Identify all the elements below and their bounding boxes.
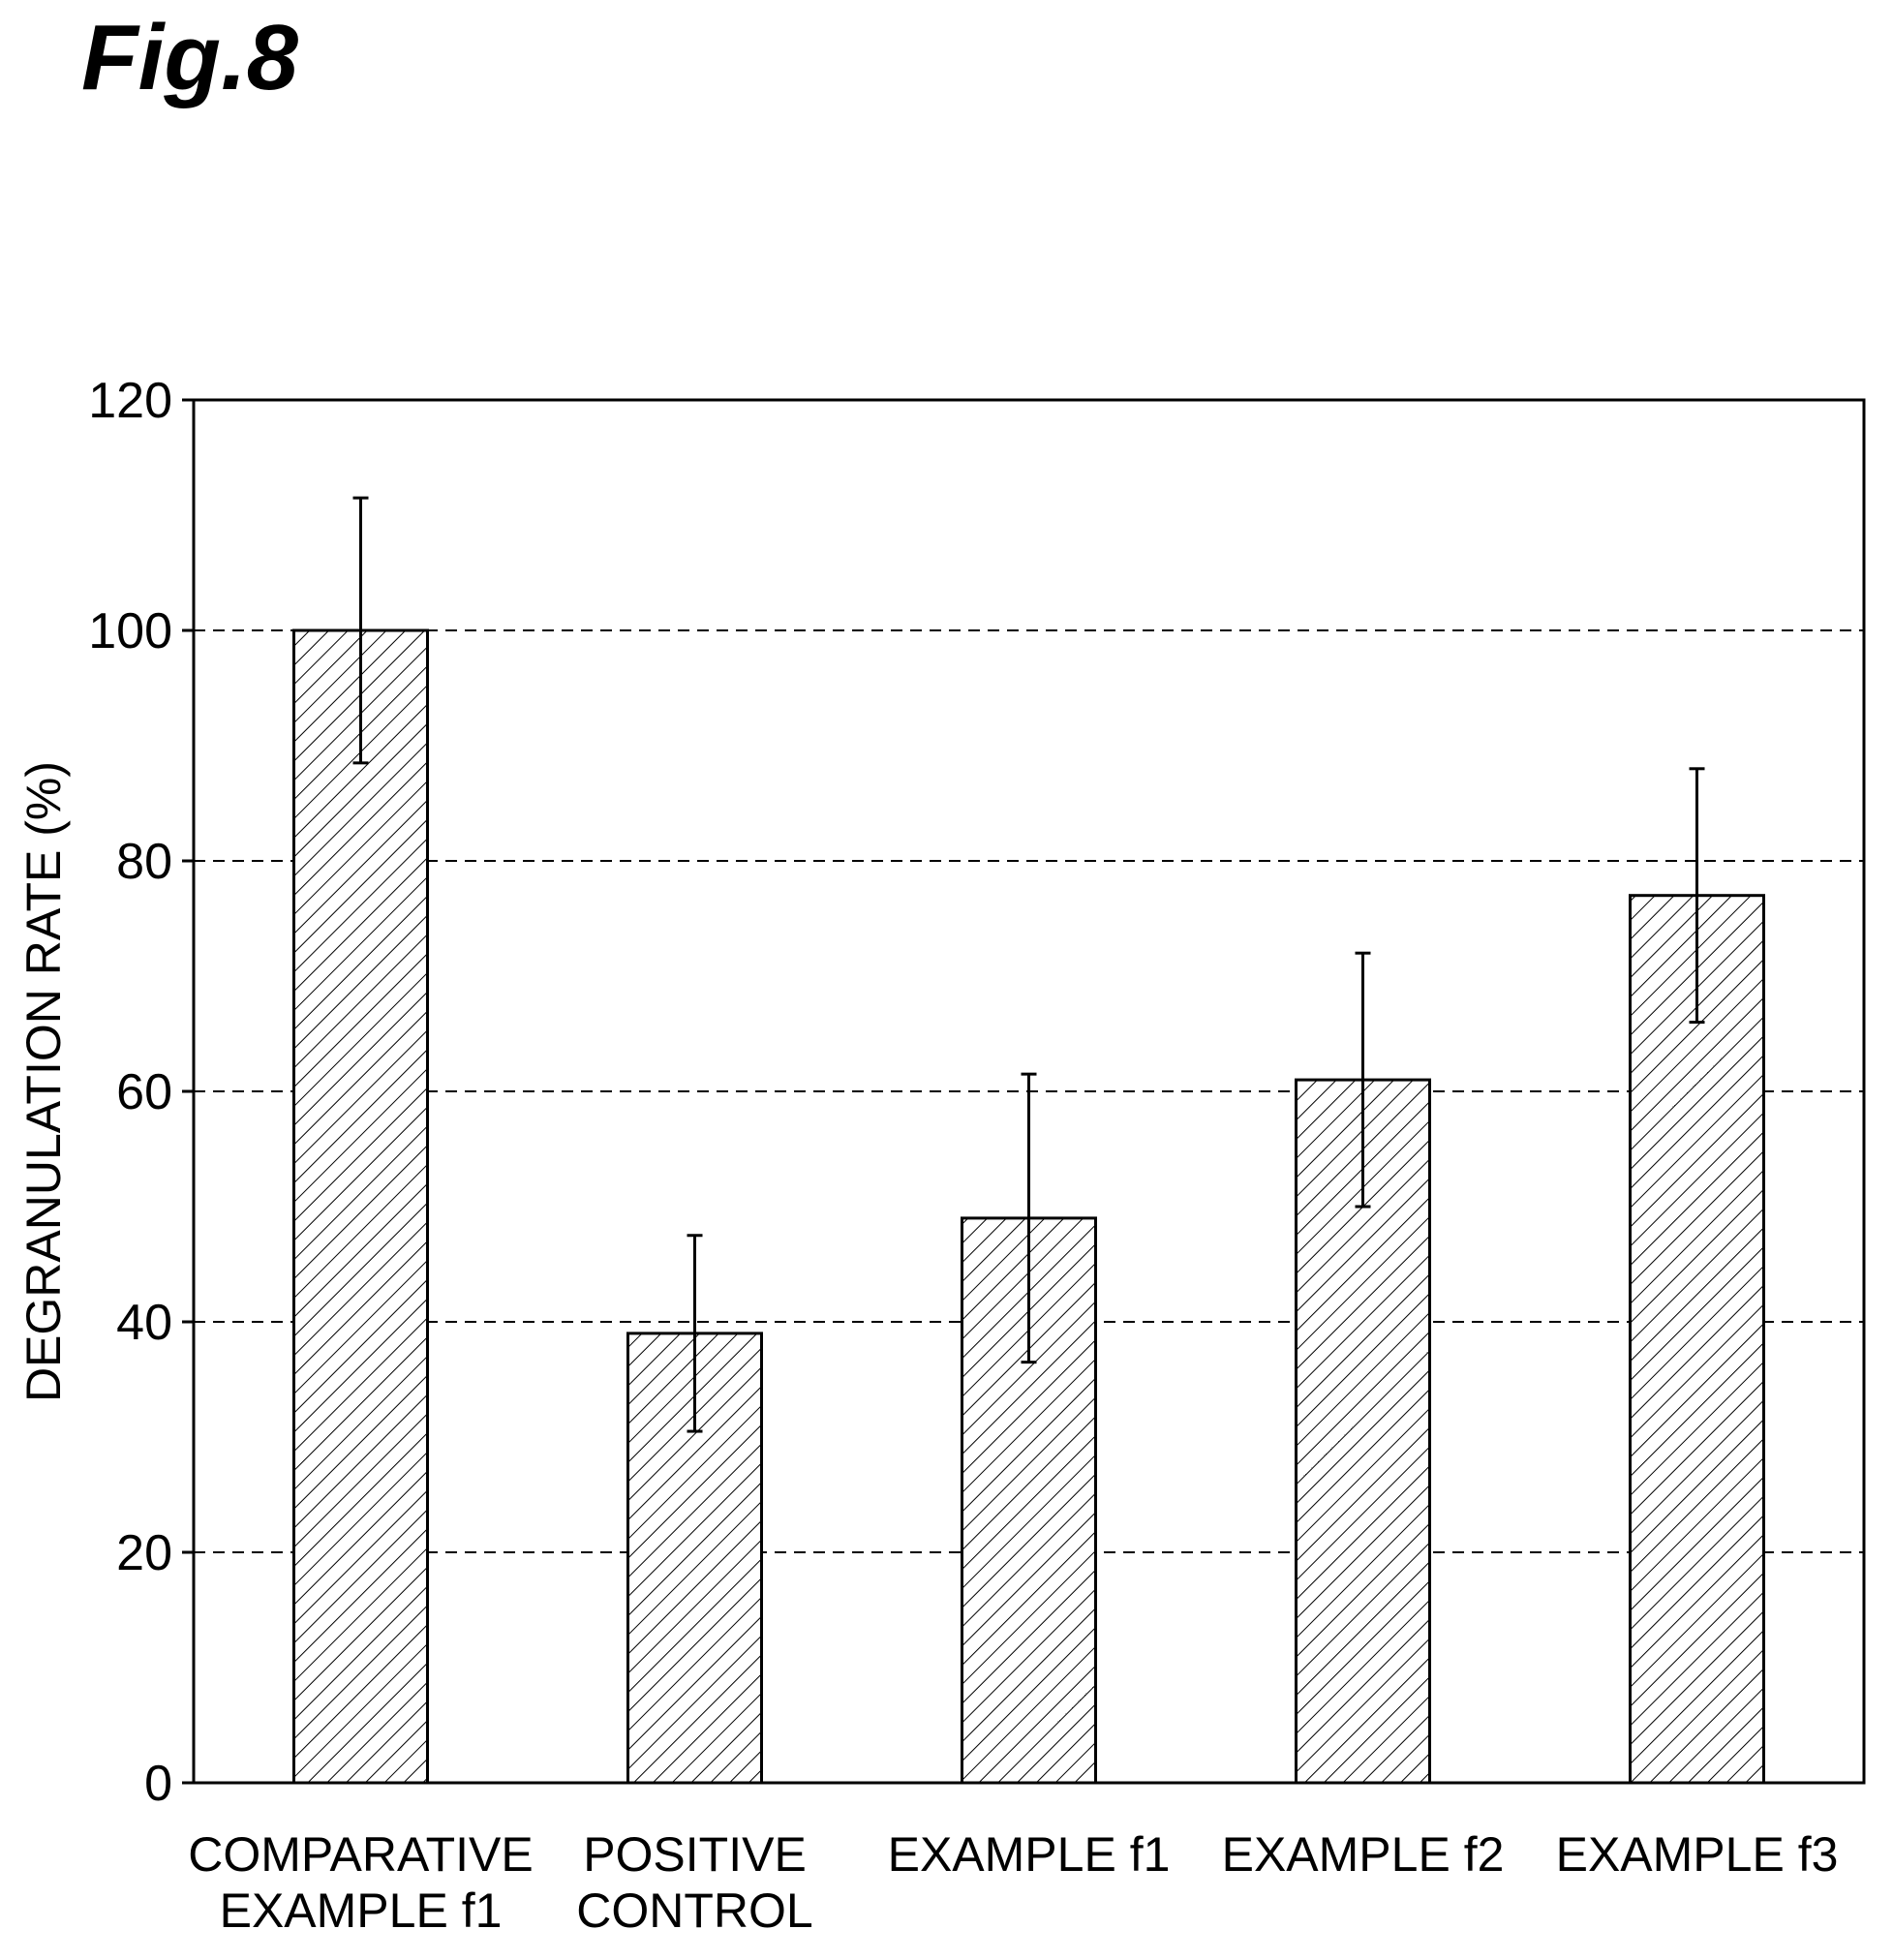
y-tick-label: 80 [116, 834, 172, 890]
x-category-label-line: EXAMPLE f1 [220, 1883, 503, 1938]
figure-title: Fig.8 [81, 6, 299, 109]
x-category-label-line: EXAMPLE f2 [1222, 1827, 1505, 1882]
x-category-label: EXAMPLE f1 [888, 1827, 1171, 1882]
x-category-label: EXAMPLE f2 [1222, 1827, 1505, 1882]
x-category-label: COMPARATIVE EXAMPLE f1 [188, 1827, 534, 1938]
x-category-label-line: EXAMPLE f3 [1556, 1827, 1839, 1882]
y-tick-label: 120 [88, 373, 172, 429]
x-category-label: POSITIVE CONTROL [576, 1827, 812, 1938]
error-bars [352, 496, 1705, 1433]
y-tick-label: 100 [88, 603, 172, 659]
y-tick-label: 20 [116, 1525, 172, 1581]
bar [1629, 894, 1765, 1785]
y-tick-label: 40 [116, 1295, 172, 1351]
x-category-label-line: POSITIVE [583, 1827, 807, 1882]
bar [292, 628, 429, 1785]
x-category-label-line: CONTROL [576, 1883, 812, 1938]
x-category-label: EXAMPLE f3 [1556, 1827, 1839, 1882]
y-tick-label: 0 [144, 1756, 172, 1812]
y-axis-title: DEGRANULATION RATE (%) [16, 761, 71, 1402]
x-category-label-line: COMPARATIVE [188, 1827, 534, 1882]
y-tick-label: 60 [116, 1064, 172, 1120]
y-axis-ticks: 0 20 40 60 80 100 120 [88, 373, 194, 1812]
x-category-label-line: EXAMPLE f1 [888, 1827, 1171, 1882]
